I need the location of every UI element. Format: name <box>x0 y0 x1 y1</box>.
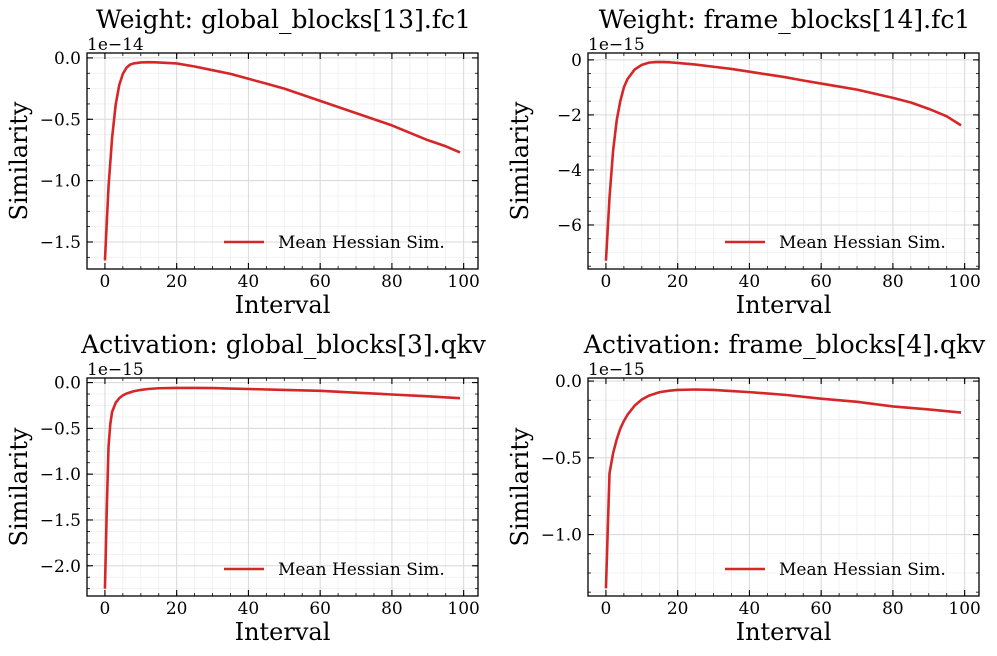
y-tick-label: −1.5 <box>40 233 81 253</box>
x-tick-label: 100 <box>447 272 479 292</box>
x-axis-label: Interval <box>235 618 331 646</box>
y-tick-label: −0.5 <box>541 449 582 469</box>
x-tick-label: 40 <box>238 272 260 292</box>
chart-panel-1: 0 20 40 60 80 100 0.0 −0.5 −1.0 −1.5 1e−14Weight: … <box>5 5 480 319</box>
y-axis-label: Similarity <box>5 427 33 546</box>
x-tick-label: 60 <box>309 272 331 292</box>
y-tick-label: −4 <box>557 161 582 181</box>
x-tick-label: 40 <box>238 599 260 619</box>
series-line-mean-hessian-sim <box>103 386 461 589</box>
x-tick-label: 80 <box>882 599 904 619</box>
y-tick-label: −1.0 <box>40 172 81 192</box>
x-tick-label: 80 <box>381 599 403 619</box>
chart-title: Weight: global_blocks[13].fc1 <box>96 5 471 34</box>
x-tick-label: 80 <box>882 272 904 292</box>
x-tick-label: 20 <box>667 272 689 292</box>
x-axis-label: Interval <box>235 291 331 319</box>
chart-title: Activation: frame_blocks[4].qkv <box>583 330 986 359</box>
chart-title: Weight: frame_blocks[14].fc1 <box>599 5 971 34</box>
x-axis-label: Interval <box>736 618 832 646</box>
chart-panel-3: 0 20 40 60 80 100 0.0 −0.5 −1.0 −1.5 −2.0 1e−15Acti… <box>5 330 487 646</box>
y-offset-text: 1e−15 <box>588 35 645 55</box>
x-tick-label: 0 <box>100 599 111 619</box>
y-tick-label: −1.0 <box>40 465 81 485</box>
y-tick-label: −2 <box>557 106 582 126</box>
x-tick-label: 60 <box>309 599 331 619</box>
legend-label: Mean Hessian Sim. <box>779 560 946 580</box>
y-axis-label: Similarity <box>506 427 534 546</box>
x-tick-label: 100 <box>447 599 479 619</box>
x-tick-label: 100 <box>948 599 980 619</box>
y-tick-label: −1.0 <box>541 526 582 546</box>
y-tick-label: 0 <box>571 51 582 71</box>
y-tick-label: −1.5 <box>40 511 81 531</box>
y-tick-label: 0.0 <box>54 49 81 69</box>
x-tick-label: 80 <box>381 272 403 292</box>
x-tick-label: 20 <box>166 599 188 619</box>
y-tick-label: −0.5 <box>40 419 81 439</box>
y-axis-label: Similarity <box>5 101 33 220</box>
series-line-mean-hessian-sim <box>103 60 461 261</box>
x-axis-label: Interval <box>736 291 832 319</box>
series-line-mean-hessian-sim <box>604 60 962 261</box>
axes-frame <box>587 52 980 270</box>
legend-label: Mean Hessian Sim. <box>278 560 445 580</box>
x-tick-label: 100 <box>948 272 980 292</box>
series-line-mean-hessian-sim <box>604 388 962 589</box>
axes-frame <box>86 52 479 270</box>
y-offset-text: 1e−14 <box>87 35 144 55</box>
x-tick-label: 40 <box>739 272 761 292</box>
x-tick-label: 20 <box>667 599 689 619</box>
x-tick-label: 60 <box>810 599 832 619</box>
x-tick-label: 0 <box>601 599 612 619</box>
x-tick-label: 40 <box>739 599 761 619</box>
legend-label: Mean Hessian Sim. <box>278 233 445 253</box>
y-tick-label: 0.0 <box>54 374 81 394</box>
chart-title: Activation: global_blocks[3].qkv <box>80 330 487 359</box>
x-tick-label: 0 <box>601 272 612 292</box>
chart-panel-4: 0 20 40 60 80 100 0.0 −0.5 −1.0 1e−15Activation: … <box>506 330 986 646</box>
axes-frame <box>86 377 479 597</box>
x-tick-label: 20 <box>166 272 188 292</box>
y-offset-text: 1e−15 <box>87 360 144 380</box>
y-tick-label: 0.0 <box>555 372 582 392</box>
legend-label: Mean Hessian Sim. <box>779 233 946 253</box>
y-tick-label: −0.5 <box>40 110 81 130</box>
y-offset-text: 1e−15 <box>588 360 645 380</box>
x-tick-label: 0 <box>100 272 111 292</box>
x-tick-label: 60 <box>810 272 832 292</box>
y-tick-label: −6 <box>557 216 582 236</box>
y-axis-label: Similarity <box>506 101 534 220</box>
axes-frame <box>587 377 980 597</box>
y-tick-label: −2.0 <box>40 557 81 577</box>
